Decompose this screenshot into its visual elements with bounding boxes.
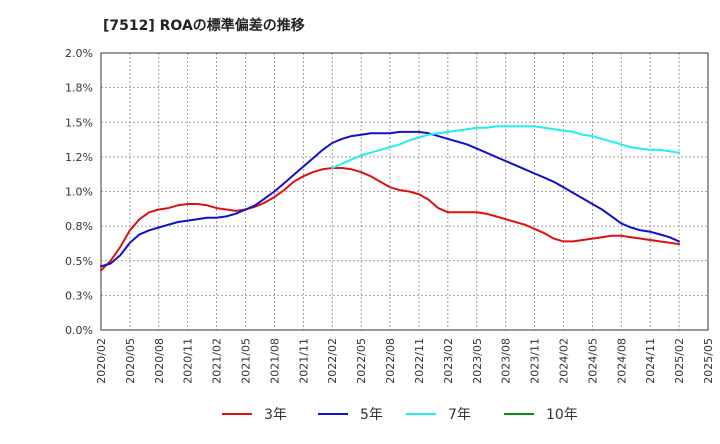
y-tick-label: 2.0%	[65, 47, 93, 60]
x-tick-label: 2024/05	[586, 338, 599, 384]
x-tick-label: 2025/02	[673, 338, 686, 384]
x-tick-label: 2024/11	[644, 338, 657, 384]
plot-frame	[100, 52, 709, 331]
legend-label: 5年	[360, 407, 383, 423]
y-tick-label: 1.5%	[65, 116, 93, 129]
series-line-3年	[100, 167, 681, 272]
grid-layer	[101, 53, 708, 330]
x-tick-label: 2021/08	[268, 338, 281, 384]
x-tick-label: 2022/11	[413, 338, 426, 384]
x-tick-label: 2023/05	[471, 338, 484, 384]
x-tick-label: 2021/02	[211, 338, 224, 384]
x-tick-label: 2024/02	[557, 338, 570, 384]
y-tick-label: 1.8%	[65, 82, 93, 95]
series-line-7年	[331, 125, 681, 169]
y-axis: 0.0% 0.3% 0.5% 0.8% 1.0% 1.2% 1.5% 1.8% 2.0%	[65, 47, 93, 337]
legend-item-10年: 10年	[504, 407, 578, 423]
y-tick-label: 1.2%	[65, 151, 93, 164]
x-axis: 2020/02 2020/05 2020/08 2020/11 2021/02 2021/…	[95, 338, 715, 384]
x-tick-label: 2021/05	[240, 338, 253, 384]
legend-item-5年: 5年	[318, 407, 383, 423]
x-tick-label: 2021/11	[297, 338, 310, 384]
legend-label: 10年	[546, 407, 578, 423]
y-tick-label: 0.5%	[65, 255, 93, 268]
chart-title: [7512] ROAの標準偏差の推移	[103, 17, 305, 34]
x-tick-label: 2020/08	[153, 338, 166, 384]
y-tick-label: 1.0%	[65, 186, 93, 199]
x-tick-label: 2023/02	[442, 338, 455, 384]
legend-item-3年: 3年	[222, 407, 287, 423]
x-tick-label: 2023/08	[500, 338, 513, 384]
legend: 3年 5年 7年 10年	[222, 407, 578, 423]
y-tick-label: 0.8%	[65, 220, 93, 233]
x-tick-label: 2022/05	[355, 338, 368, 384]
x-tick-label: 2023/11	[529, 338, 542, 384]
x-tick-label: 2025/05	[702, 338, 715, 384]
y-tick-label: 0.0%	[65, 324, 93, 337]
series-line-5年	[100, 130, 681, 268]
x-tick-label: 2020/05	[124, 338, 137, 384]
legend-item-7年: 7年	[406, 407, 471, 423]
x-tick-label: 2020/02	[95, 338, 108, 384]
x-tick-label: 2020/11	[182, 338, 195, 384]
legend-label: 3年	[264, 407, 287, 423]
x-tick-label: 2024/08	[615, 338, 628, 384]
x-tick-label: 2022/08	[384, 338, 397, 384]
series-layer	[100, 125, 681, 272]
x-tick-label: 2022/02	[326, 338, 339, 384]
legend-label: 7年	[448, 407, 471, 423]
y-tick-label: 0.3%	[65, 289, 93, 302]
